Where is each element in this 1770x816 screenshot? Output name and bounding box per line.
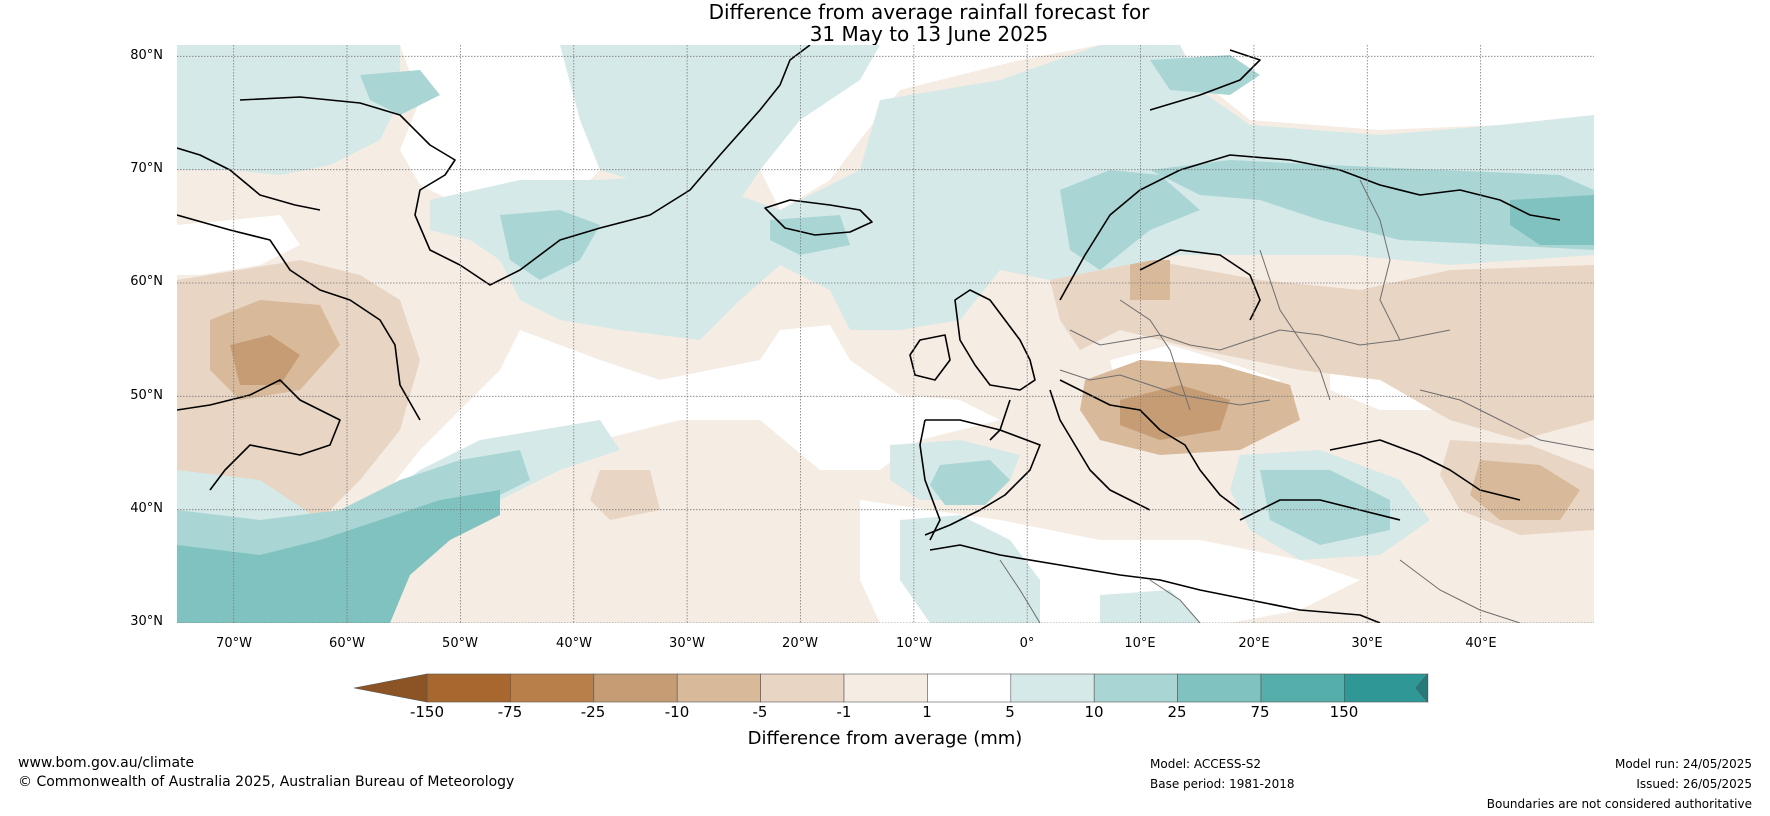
footer-copyright: © Commonwealth of Australia 2025, Austra…	[18, 774, 515, 790]
colorbar-swatch	[676, 673, 761, 703]
map-title-line2: 31 May to 13 June 2025	[809, 22, 1049, 46]
lon-label-10w: 10°W	[896, 636, 932, 651]
lon-label-30w: 30°W	[669, 636, 705, 651]
colorbar-tick-25: 25	[1167, 703, 1187, 721]
colorbar-swatch	[1260, 673, 1345, 703]
lon-label-20w: 20°W	[782, 636, 818, 651]
lat-label-70n: 70°N	[130, 161, 163, 176]
footer-website-link[interactable]: www.bom.gov.au/climate	[18, 755, 195, 771]
colorbar-swatch	[510, 673, 595, 703]
lon-label-10e: 10°E	[1124, 636, 1156, 651]
colorbar-swatch	[1093, 673, 1178, 703]
map-plot-area	[177, 45, 1594, 623]
colorbar-swatch	[760, 673, 845, 703]
colorbar-swatch	[1344, 673, 1429, 703]
colorbar-under-arrow	[353, 673, 428, 703]
colorbar-swatch	[843, 673, 928, 703]
lat-label-50n: 50°N	[130, 388, 163, 403]
colorbar-tick--1: -1	[836, 703, 852, 721]
footer-model-run: Model run: 24/05/2025	[1614, 757, 1752, 771]
country-borders	[999, 179, 1594, 623]
rainfall-anomaly-map	[177, 45, 1594, 623]
colorbar-tick--75: -75	[497, 703, 523, 721]
colorbar-swatch	[1177, 673, 1262, 703]
lon-label-0: 0°	[1019, 636, 1035, 651]
lon-label-20e: 20°E	[1238, 636, 1270, 651]
colorbar-tick--25: -25	[580, 703, 606, 721]
colorbar-tick--150: -150	[409, 703, 445, 721]
lon-label-60w: 60°W	[329, 636, 365, 651]
colorbar-swatch	[593, 673, 678, 703]
footer-model: Model: ACCESS-S2	[1150, 757, 1262, 771]
coastlines	[177, 45, 1561, 623]
colorbar-tick-5: 5	[1005, 703, 1015, 721]
colorbar-tick--10: -10	[664, 703, 690, 721]
colorbar-over-arrow	[1415, 673, 1429, 703]
colorbar-title: Difference from average (mm)	[747, 728, 1023, 749]
footer-disclaimer: Boundaries are not considered authoritat…	[1486, 797, 1752, 811]
lon-label-70w: 70°W	[216, 636, 252, 651]
lat-label-80n: 80°N	[130, 48, 163, 63]
colorbar-swatch	[426, 673, 511, 703]
lon-label-40w: 40°W	[556, 636, 592, 651]
lon-label-50w: 50°W	[442, 636, 478, 651]
colorbar-tick-75: 75	[1250, 703, 1270, 721]
footer-issued: Issued: 26/05/2025	[1636, 777, 1752, 791]
wet-anomaly-zones	[177, 45, 1594, 623]
lat-label-30n: 30°N	[130, 614, 163, 629]
map-title-line1: Difference from average rainfall forecas…	[708, 0, 1150, 24]
colorbar-tick-10: 10	[1084, 703, 1104, 721]
colorbar-tick--5: -5	[752, 703, 768, 721]
colorbar-tick-1: 1	[922, 703, 932, 721]
lon-label-30e: 30°E	[1351, 636, 1383, 651]
lon-label-40e: 40°E	[1465, 636, 1497, 651]
graticule	[177, 45, 1594, 623]
colorbar-swatch	[1010, 673, 1095, 703]
footer-base-period: Base period: 1981-2018	[1150, 777, 1295, 791]
lat-label-60n: 60°N	[130, 274, 163, 289]
colorbar-swatches	[353, 673, 1429, 703]
colorbar-swatch	[927, 673, 1012, 703]
lat-label-40n: 40°N	[130, 501, 163, 516]
colorbar-tick-150: 150	[1329, 703, 1359, 721]
